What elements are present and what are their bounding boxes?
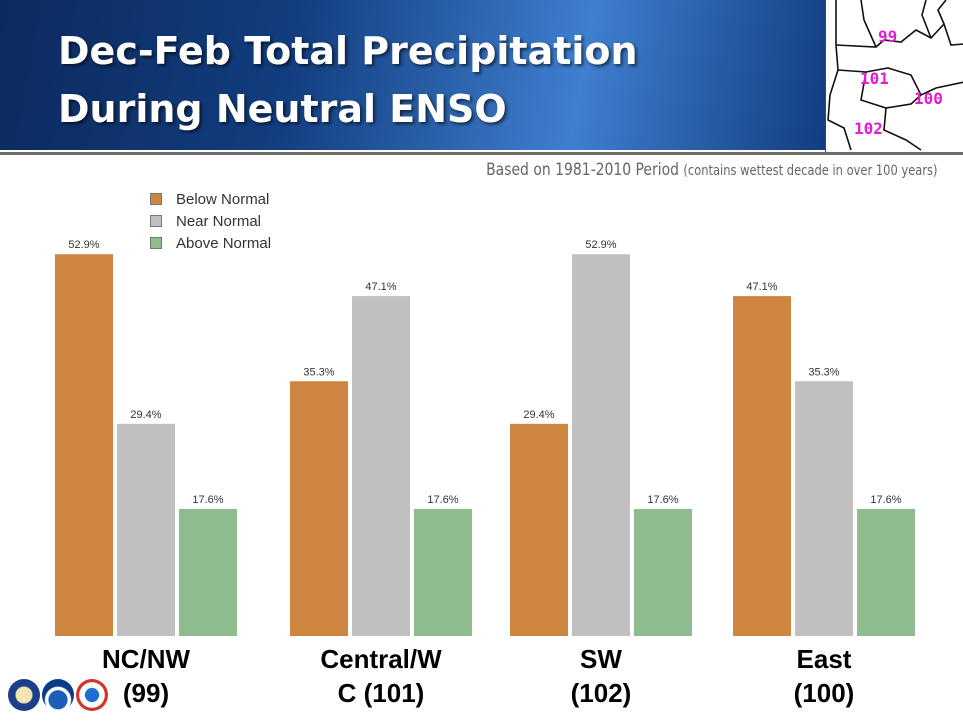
region-label-line-3-0: East <box>796 644 852 674</box>
region-label-0: NC/NW (99) <box>46 642 246 710</box>
nws-icon <box>76 679 108 711</box>
subtitle-note: (contains wettest decade in over 100 yea… <box>682 163 937 179</box>
subtitle-main: Based on 1981-2010 Period <box>485 160 679 180</box>
bar-above-0 <box>179 508 237 636</box>
bar-below-0 <box>55 254 113 636</box>
bar-label-above-2: 17.6% <box>647 494 678 506</box>
doc-seal-icon <box>8 679 40 711</box>
legend-label-above: Above Normal <box>176 234 272 252</box>
precipitation-bar-chart: 52.9% 29.4% 17.6% 35.3% 47.1% 17.6% 29.4% 52.9%… <box>55 239 915 636</box>
region-label-line-2-0: SW <box>580 644 622 674</box>
bar-below-2 <box>510 423 568 636</box>
bar-near-2 <box>572 254 630 636</box>
climate-division-map: 99 101 100 102 <box>825 0 963 152</box>
bar-label-below-0: 52.9% <box>68 239 99 251</box>
legend-swatch-above <box>150 237 162 249</box>
title-banner: Dec-Feb Total Precipitation During Neutr… <box>0 0 825 150</box>
region-label-line-1-0: Central/W <box>320 644 442 674</box>
bar-above-2 <box>634 508 692 636</box>
bar-above-1 <box>414 508 472 636</box>
bar-label-above-1: 17.6% <box>427 494 458 506</box>
bar-below-3 <box>733 296 791 636</box>
legend-item-above: Above Normal <box>150 232 271 254</box>
bar-below-1 <box>290 381 348 636</box>
bar-label-below-2: 29.4% <box>523 409 554 421</box>
bar-label-below-3: 47.1% <box>746 281 777 293</box>
bar-label-near-3: 35.3% <box>808 366 839 378</box>
region-label-2: SW (102) <box>501 642 701 710</box>
region-label-line-2-1: (102) <box>570 678 632 708</box>
title-line-1: Dec-Feb Total Precipitation <box>58 29 638 73</box>
bar-near-3 <box>795 381 853 636</box>
region-label-3: East (100) <box>724 642 924 710</box>
bar-label-above-3: 17.6% <box>870 494 901 506</box>
legend-swatch-near <box>150 215 162 227</box>
legend-item-near: Near Normal <box>150 210 271 232</box>
bar-above-3 <box>857 508 915 636</box>
title-line-2: During Neutral ENSO <box>58 87 507 131</box>
bar-label-near-0: 29.4% <box>130 409 161 421</box>
map-label-102: 102 <box>854 119 883 138</box>
bar-label-near-1: 47.1% <box>365 281 396 293</box>
noaa-icon <box>42 679 74 711</box>
page-title: Dec-Feb Total Precipitation During Neutr… <box>58 22 638 138</box>
subtitle: Based on 1981-2010 Period (contains wett… <box>486 160 937 180</box>
region-label-line-0-1: (99) <box>122 678 170 708</box>
bar-label-near-2: 52.9% <box>585 239 616 251</box>
region-label-1: Central/W C (101) <box>281 642 481 710</box>
agency-logos <box>8 679 108 711</box>
legend-swatch-below <box>150 193 162 205</box>
chart-legend: Below Normal Near Normal Above Normal <box>150 188 271 254</box>
map-label-100: 100 <box>914 89 943 108</box>
bar-label-below-1: 35.3% <box>303 366 334 378</box>
header-divider <box>0 152 963 155</box>
region-label-line-0-0: NC/NW <box>101 644 191 674</box>
map-label-99: 99 <box>878 27 897 46</box>
legend-label-below: Below Normal <box>176 190 270 208</box>
map-graphic: 99 101 100 102 <box>827 0 963 151</box>
bar-label-above-0: 17.6% <box>192 494 223 506</box>
map-label-101: 101 <box>860 69 889 88</box>
region-label-line-3-1: (100) <box>793 678 855 708</box>
legend-item-below: Below Normal <box>150 188 271 210</box>
bar-near-0 <box>117 423 175 636</box>
legend-label-near: Near Normal <box>176 212 262 230</box>
region-label-line-1-1: C (101) <box>337 678 425 708</box>
bar-near-1 <box>352 296 410 636</box>
